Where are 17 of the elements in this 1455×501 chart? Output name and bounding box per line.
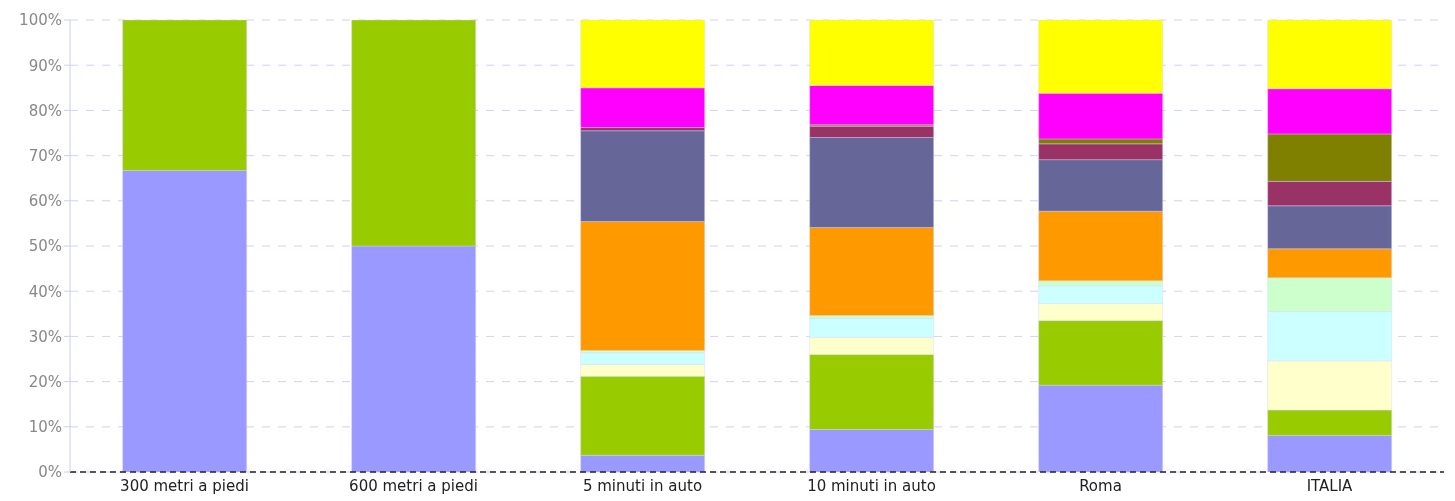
- y-tick-label: 50%: [28, 237, 62, 256]
- y-tick-label: 90%: [28, 56, 62, 75]
- y-tick-label: 10%: [28, 418, 62, 437]
- y-tick-label: 40%: [28, 282, 62, 301]
- x-tick-label: 5 minuti in auto: [582, 476, 703, 495]
- y-tick-label: 100%: [19, 11, 62, 30]
- x-tick-label: 300 metri a piedi: [120, 476, 249, 495]
- x-tick-label: 600 metri a piedi: [349, 476, 478, 495]
- y-tick-label: 20%: [28, 372, 62, 391]
- y-tick-label: 30%: [28, 327, 62, 346]
- x-tick-label: ITALIA: [1306, 476, 1354, 495]
- y-tick-label: 70%: [28, 146, 62, 165]
- y-tick-label: 80%: [28, 101, 62, 120]
- x-tick-label: 10 minuti in auto: [807, 476, 936, 495]
- x-tick-label: Roma: [1079, 476, 1122, 495]
- y-tick-label: 0%: [38, 463, 62, 482]
- y-tick-label: 60%: [28, 192, 62, 211]
